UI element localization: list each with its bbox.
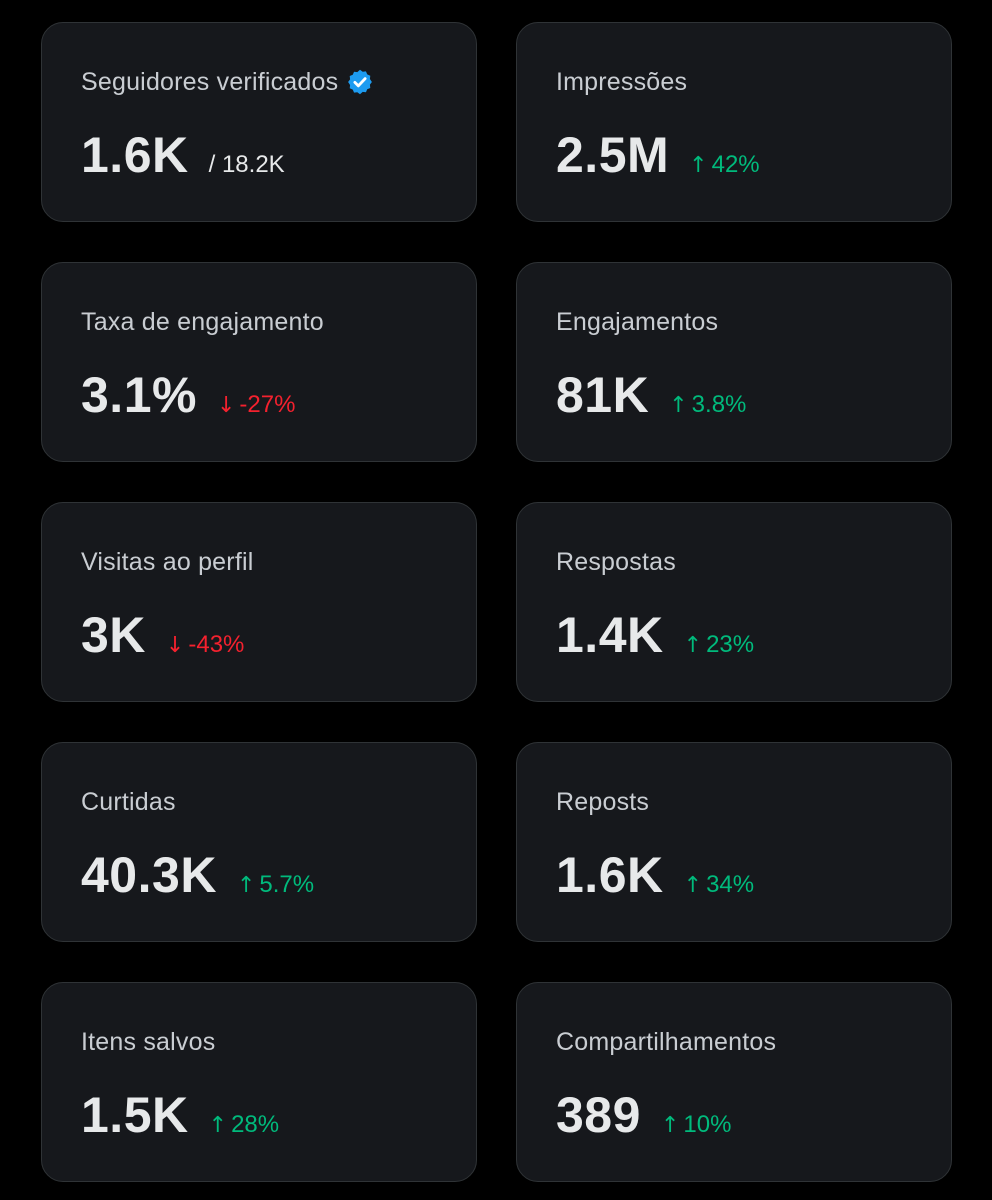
metric-change-value: 23% <box>706 631 755 658</box>
arrow-up-icon: ↑ <box>660 1113 680 1138</box>
metric-value: 3K <box>81 607 146 663</box>
metric-change: ↓ -43% <box>166 631 244 659</box>
metric-change: ↑ 23% <box>684 631 754 659</box>
metric-label: Visitas ao perfil <box>81 547 254 576</box>
metric-change-value: -43% <box>188 631 245 658</box>
metric-label: Compartilhamentos <box>556 1027 777 1056</box>
metric-label: Respostas <box>556 547 676 576</box>
arrow-up-icon: ↑ <box>683 873 703 898</box>
metric-label: Curtidas <box>81 787 176 816</box>
metric-label: Impressões <box>556 67 688 96</box>
metric-card-profile-visits[interactable]: Visitas ao perfil 3K ↓ -43% <box>41 502 477 702</box>
arrow-down-icon: ↓ <box>165 633 185 658</box>
metric-value: 1.4K <box>556 607 664 663</box>
metric-label: Engajamentos <box>556 307 719 336</box>
metric-change: ↓ -27% <box>217 391 295 419</box>
metric-card-shares[interactable]: Compartilhamentos 389 ↑ 10% <box>516 982 952 1182</box>
metric-change: ↑ 34% <box>684 871 754 899</box>
metric-card-likes[interactable]: Curtidas 40.3K ↑ 5.7% <box>41 742 477 942</box>
metric-value: 81K <box>556 367 650 423</box>
metric-change: ↑ 5.7% <box>237 871 314 899</box>
metric-change-value: 42% <box>711 151 760 178</box>
metric-change: ↑ 10% <box>661 1111 731 1139</box>
metric-change-value: 10% <box>683 1111 732 1138</box>
metric-card-impressions[interactable]: Impressões 2.5M ↑ 42% <box>516 22 952 222</box>
arrow-up-icon: ↑ <box>683 633 703 658</box>
metric-card-replies[interactable]: Respostas 1.4K ↑ 23% <box>516 502 952 702</box>
metric-card-bookmarks[interactable]: Itens salvos 1.5K ↑ 28% <box>41 982 477 1182</box>
metric-change-value: 3.8% <box>691 391 747 418</box>
metric-value: 40.3K <box>81 847 217 903</box>
arrow-up-icon: ↑ <box>208 1113 228 1138</box>
arrow-up-icon: ↑ <box>689 153 708 178</box>
metric-value: 1.6K <box>81 127 189 183</box>
arrow-up-icon: ↑ <box>236 873 256 898</box>
metric-change-value: 34% <box>706 871 755 898</box>
metric-value: 1.6K <box>556 847 664 903</box>
metric-label: Taxa de engajamento <box>81 307 324 336</box>
metric-value: 2.5M <box>556 127 670 183</box>
metric-card-engagement-rate[interactable]: Taxa de engajamento 3.1% ↓ -27% <box>41 262 477 462</box>
metric-label: Reposts <box>556 787 650 816</box>
metric-change-value: -27% <box>239 391 296 418</box>
metric-change-value: 28% <box>231 1111 280 1138</box>
verified-badge-icon <box>346 68 374 96</box>
metric-change: ↑ 28% <box>209 1111 279 1139</box>
metric-change-value: 5.7% <box>259 871 315 898</box>
metric-total: / 18.2K <box>208 151 285 178</box>
metric-label: Seguidores verificados <box>81 67 339 96</box>
metric-card-verified-followers[interactable]: Seguidores verificados 1.6K / 18.2K <box>41 22 477 222</box>
metric-value: 1.5K <box>81 1087 189 1143</box>
metric-card-engagements[interactable]: Engajamentos 81K ↑ 3.8% <box>516 262 952 462</box>
metric-value: 3.1% <box>81 367 197 423</box>
arrow-down-icon: ↓ <box>216 393 236 418</box>
metric-card-reposts[interactable]: Reposts 1.6K ↑ 34% <box>516 742 952 942</box>
metric-change: ↑ 3.8% <box>669 391 746 419</box>
metric-value: 389 <box>556 1087 641 1143</box>
metric-change: ↑ 42% <box>689 151 759 179</box>
metric-label: Itens salvos <box>81 1027 216 1056</box>
arrow-up-icon: ↑ <box>669 393 688 418</box>
